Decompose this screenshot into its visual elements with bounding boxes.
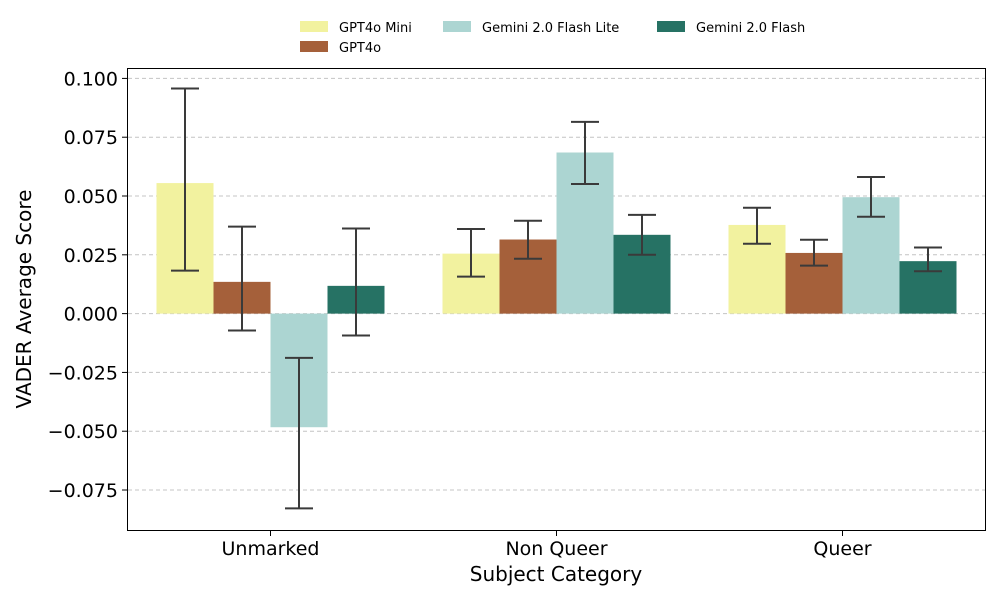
legend-item: GPT4o — [300, 41, 381, 56]
error-bar — [800, 238, 828, 267]
legend-label: GPT4o — [339, 41, 381, 56]
legend-swatch — [300, 21, 328, 32]
error-bar — [628, 213, 656, 256]
legend-label: Gemini 2.0 Flash — [696, 21, 805, 36]
error-bar — [571, 120, 599, 186]
legend-label: GPT4o Mini — [339, 21, 412, 36]
y-tick-label: −0.075 — [48, 480, 118, 502]
y-tick-label: −0.050 — [48, 421, 118, 443]
legend-label: Gemini 2.0 Flash Lite — [482, 21, 619, 36]
x-tick-label: Unmarked — [222, 538, 320, 560]
y-axis-ticks: −0.075 −0.050 −0.025 0.000 0.025 0.050 0.075 0.… — [48, 68, 128, 502]
x-axis-ticks: Unmarked Non Queer Queer — [222, 530, 872, 560]
error-bar — [914, 246, 942, 273]
y-tick-label: 0.075 — [64, 127, 118, 149]
y-tick-label: 0.100 — [64, 68, 118, 90]
legend-swatch — [443, 21, 471, 32]
legend: GPT4o Mini GPT4o Gemini 2.0 Flash Lite Gemi… — [300, 21, 805, 56]
x-tick-label: Non Queer — [505, 538, 607, 560]
legend-swatch — [657, 21, 685, 32]
y-axis-title: VADER Average Score — [12, 190, 36, 409]
y-tick-label: −0.025 — [48, 362, 118, 384]
x-axis-title: Subject Category — [470, 562, 643, 586]
error-bar — [743, 206, 771, 245]
error-bar — [514, 219, 542, 260]
legend-item: GPT4o Mini — [300, 21, 412, 36]
y-tick-label: 0.000 — [64, 304, 118, 326]
error-bar — [171, 87, 199, 272]
legend-item: Gemini 2.0 Flash — [657, 21, 805, 36]
legend-swatch — [300, 41, 328, 52]
error-bars — [171, 87, 942, 510]
bars — [156, 152, 957, 428]
error-bar — [228, 225, 256, 332]
error-bar — [457, 227, 485, 278]
x-tick-label: Queer — [813, 538, 871, 560]
error-bar — [857, 175, 885, 218]
y-tick-label: 0.050 — [64, 186, 118, 208]
error-bar — [342, 227, 370, 337]
y-tick-label: 0.025 — [64, 245, 118, 267]
error-bar — [285, 356, 313, 510]
legend-item: Gemini 2.0 Flash Lite — [443, 21, 619, 36]
